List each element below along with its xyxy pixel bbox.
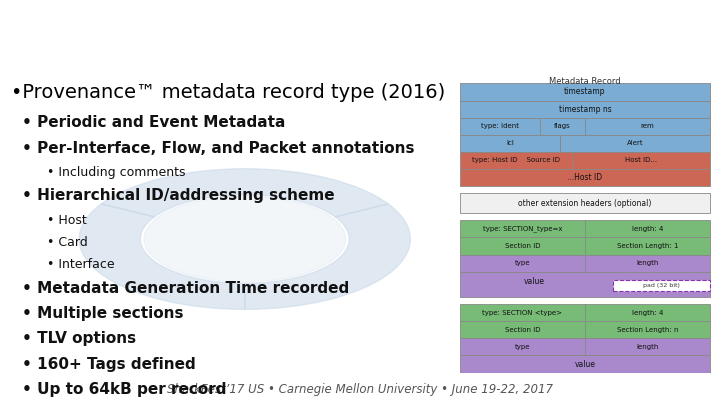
Bar: [585, 237, 710, 254]
Text: value: value: [523, 277, 544, 286]
Text: • Interface: • Interface: [47, 258, 114, 271]
Wedge shape: [79, 204, 245, 309]
Bar: [460, 338, 585, 356]
Bar: [460, 135, 560, 152]
Text: Section Length: 1: Section Length: 1: [617, 243, 678, 249]
Text: HOW - Extensible Record Format (ERF): HOW - Extensible Record Format (ERF): [73, 22, 647, 49]
Bar: [460, 220, 585, 237]
Text: type: Ident: type: Ident: [481, 123, 519, 129]
Bar: [460, 169, 710, 186]
Bar: [613, 280, 710, 291]
Bar: [460, 100, 710, 117]
Text: value: value: [575, 360, 595, 369]
Text: other extension headers (optional): other extension headers (optional): [518, 199, 652, 208]
Bar: [585, 338, 710, 356]
Text: • TLV options: • TLV options: [22, 331, 136, 346]
Bar: [460, 254, 585, 272]
Bar: [585, 254, 710, 272]
Text: length: 4: length: 4: [632, 226, 663, 232]
Bar: [460, 321, 585, 338]
Text: • Hierarchical ID/addressing scheme: • Hierarchical ID/addressing scheme: [22, 188, 334, 203]
Text: • Metadata Generation Time recorded: • Metadata Generation Time recorded: [22, 281, 349, 296]
Bar: [460, 237, 585, 254]
Text: ...Host ID: ...Host ID: [567, 173, 603, 182]
Text: Section ID: Section ID: [505, 243, 540, 249]
Bar: [460, 272, 710, 297]
Text: pad (32 bit): pad (32 bit): [643, 283, 680, 288]
Text: length: 4: length: 4: [632, 310, 663, 316]
Text: Host ID...: Host ID...: [625, 158, 657, 163]
Text: type: Host ID    Source ID: type: Host ID Source ID: [472, 158, 560, 163]
Text: Section ID: Section ID: [505, 327, 540, 333]
Text: • Host: • Host: [47, 214, 86, 227]
Text: • Card: • Card: [47, 236, 88, 249]
Circle shape: [144, 196, 346, 282]
Wedge shape: [102, 169, 388, 217]
Text: Metadata Record: Metadata Record: [549, 77, 621, 86]
Text: rem: rem: [641, 123, 654, 129]
Bar: [560, 135, 710, 152]
Text: • 160+ Tags defined: • 160+ Tags defined: [22, 357, 195, 372]
Text: • Periodic and Event Metadata: • Periodic and Event Metadata: [22, 115, 285, 130]
Text: length: length: [636, 260, 659, 266]
Bar: [585, 220, 710, 237]
Text: length: length: [636, 344, 659, 350]
Bar: [585, 117, 710, 135]
Text: • Per-Interface, Flow, and Packet annotations: • Per-Interface, Flow, and Packet annota…: [22, 141, 414, 156]
Wedge shape: [245, 204, 410, 309]
Text: type: SECTION <type>: type: SECTION <type>: [482, 310, 562, 316]
Text: type: SECTION_type=x: type: SECTION_type=x: [482, 226, 562, 232]
Text: type: type: [515, 344, 530, 350]
Text: SharkFest’17 US • Carnegie Mellon University • June 19-22, 2017: SharkFest’17 US • Carnegie Mellon Univer…: [167, 383, 553, 396]
Bar: [460, 356, 710, 373]
Text: lcl: lcl: [506, 140, 514, 146]
Text: Section Length: n: Section Length: n: [617, 327, 678, 333]
Bar: [460, 117, 540, 135]
Bar: [540, 117, 585, 135]
Bar: [572, 152, 710, 169]
Text: Alert: Alert: [627, 140, 644, 146]
Bar: [460, 83, 710, 100]
Text: •Provenance™ metadata record type (2016): •Provenance™ metadata record type (2016): [11, 83, 445, 102]
Text: • Multiple sections: • Multiple sections: [22, 306, 183, 321]
Bar: [460, 304, 585, 321]
Text: flags: flags: [554, 123, 571, 129]
Text: timestamp: timestamp: [564, 87, 606, 96]
Text: • Including comments: • Including comments: [47, 166, 185, 179]
Bar: [460, 193, 710, 213]
Text: timestamp ns: timestamp ns: [559, 104, 611, 113]
Text: type: type: [515, 260, 530, 266]
Bar: [585, 304, 710, 321]
Bar: [585, 321, 710, 338]
Bar: [460, 152, 572, 169]
Text: • Up to 64kB per record: • Up to 64kB per record: [22, 382, 226, 397]
